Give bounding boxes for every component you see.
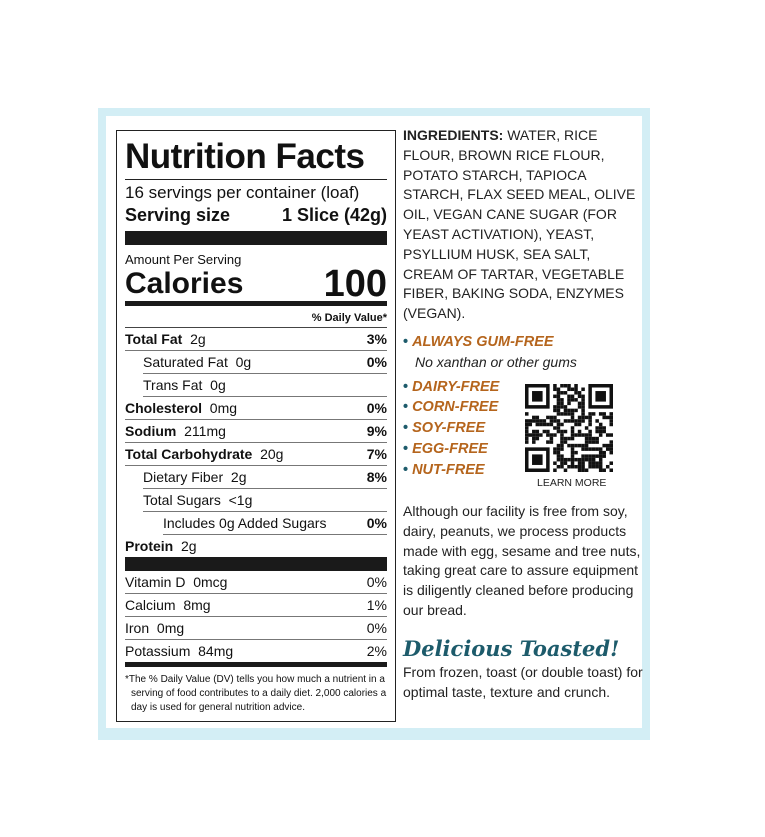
nutrient-name: Dietary Fiber 2g [143, 469, 247, 485]
claim-item: • EGG-FREE [403, 440, 488, 457]
bullet-icon: • [403, 420, 409, 437]
bullet-icon: • [403, 440, 409, 457]
calories-value: 100 [323, 263, 387, 305]
ingredients-label: INGREDIENTS: [403, 127, 504, 143]
serving-size-label: Serving size [125, 205, 231, 225]
footnote: *The % Daily Value (DV) tells you how mu… [125, 674, 387, 713]
nutrient-dv: 8% [366, 469, 387, 485]
nutrient-row: Total Carbohydrate 20g 7% [125, 443, 387, 466]
nutrient-dv: 9% [366, 423, 387, 439]
nutrient-row: Dietary Fiber 2g 8% [143, 466, 387, 489]
nutrient-name: Includes 0g Added Sugars [163, 515, 327, 531]
nutrient-dv: 3% [366, 331, 387, 347]
claim-item: • NUT-FREE [403, 461, 485, 478]
claim-main: • ALWAYS GUM-FREE [403, 332, 643, 353]
serving-size-value: 1 Slice (42g) [281, 205, 387, 225]
nutrient-row: Saturated Fat 0g 0% [143, 351, 387, 374]
nutrient-row: Cholesterol 0mg 0% [125, 397, 387, 420]
divider-thick [125, 557, 387, 571]
nutrient-dv: 0% [366, 354, 387, 370]
claim-main-sub: No xanthan or other gums [415, 353, 577, 370]
claim-item: • CORN-FREE [403, 399, 499, 416]
vitamin-row: Vitamin D 0mcg 0% [125, 571, 387, 594]
vitamin-dv: 0% [366, 574, 387, 590]
vitamin-name: Iron 0mg [125, 620, 185, 636]
vitamin-row: Calcium 8mg 1% [125, 594, 387, 617]
nutrient-name: Protein 2g [125, 538, 197, 554]
nutrient-dv: 0% [366, 400, 387, 416]
vitamin-row: Iron 0mg 0% [125, 617, 387, 640]
info-column: INGREDIENTS: WATER, RICE FLOUR, BROWN RI… [403, 126, 643, 702]
nutrient-row: Trans Fat 0g [143, 374, 387, 397]
divider-medium [125, 301, 387, 306]
qr-label: LEARN MORE [537, 476, 607, 489]
bullet-icon: • [403, 333, 409, 350]
nutrient-name: Total Carbohydrate 20g [125, 446, 284, 462]
vitamin-name: Potassium 84mg [125, 643, 234, 659]
toast-text: From frozen, toast (or double toast) for… [403, 663, 643, 700]
divider-thick [125, 231, 387, 245]
nutrient-row: Total Fat 2g 3% [125, 328, 387, 351]
vitamin-dv: 0% [366, 620, 387, 636]
servings-per-container: 16 servings per container (loaf) [125, 183, 360, 202]
toast-heading: Delicious Toasted! [403, 635, 620, 661]
vitamin-row: Potassium 84mg 2% [125, 640, 387, 662]
vitamin-name: Vitamin D 0mcg [125, 574, 228, 590]
nutrient-dv: 7% [366, 446, 387, 462]
qr-code-icon[interactable] [525, 383, 613, 472]
nutrition-facts-panel: Nutrition Facts 16 servings per containe… [116, 130, 396, 722]
ingredients-text: WATER, RICE FLOUR, BROWN RICE FLOUR, POT… [403, 127, 636, 322]
claim-main-text: ALWAYS GUM-FREE [412, 333, 554, 350]
serving-size: Serving size 1 Slice (42g) [125, 204, 387, 226]
nutrient-row: Sodium 211mg 9% [125, 420, 387, 443]
divider-medium [125, 662, 387, 667]
amount-per-serving: Amount Per Serving [125, 252, 242, 267]
nutrient-row: Includes 0g Added Sugars 0% [163, 512, 387, 535]
vitamin-dv: 2% [366, 643, 387, 659]
claim-item: • SOY-FREE [403, 420, 486, 437]
allergen-note: Although our facility is free from soy, … [403, 502, 641, 618]
bullet-icon: • [403, 461, 409, 478]
ingredients: INGREDIENTS: WATER, RICE FLOUR, BROWN RI… [403, 126, 643, 324]
calories-row: Calories 100 [125, 263, 387, 305]
bullet-icon: • [403, 378, 409, 395]
nutrient-row: Total Sugars <1g [143, 489, 387, 512]
daily-value-header: % Daily Value* [125, 306, 387, 328]
nutrient-name: Saturated Fat 0g [143, 354, 252, 370]
nutrient-name: Total Sugars <1g [143, 492, 253, 508]
nutrient-row: Protein 2g [125, 535, 387, 557]
claim-item: • DAIRY-FREE [403, 378, 500, 395]
claims: • ALWAYS GUM-FREE No xanthan or other gum… [403, 332, 643, 498]
nutrient-name: Sodium 211mg [125, 423, 226, 439]
vitamin-name: Calcium 8mg [125, 597, 211, 613]
calories-label: Calories [125, 267, 244, 300]
nutrient-name: Total Fat 2g [125, 331, 206, 347]
bullet-icon: • [403, 399, 409, 416]
vitamin-dv: 1% [366, 597, 387, 613]
nutrient-dv: 0% [366, 515, 387, 531]
nutrient-name: Cholesterol 0mg [125, 400, 238, 416]
nutrient-name: Trans Fat 0g [143, 377, 226, 393]
nutrition-title: Nutrition Facts [125, 137, 387, 180]
